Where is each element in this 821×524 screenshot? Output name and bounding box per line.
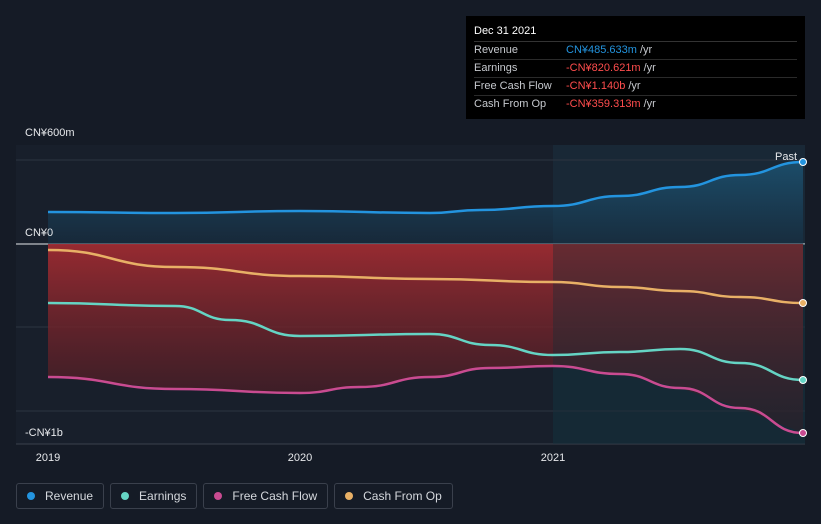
tooltip-label: Earnings — [474, 62, 518, 74]
tooltip-unit: /yr — [643, 98, 656, 110]
tooltip-value: -CN¥820.621m — [566, 62, 641, 74]
tooltip-unit: /yr — [643, 62, 656, 74]
legend-label: Revenue — [45, 489, 94, 503]
x-tick-label: 2020 — [288, 452, 312, 464]
y-tick-label: -CN¥1b — [25, 427, 63, 439]
x-tick-label: 2019 — [36, 452, 60, 464]
tooltip-unit: /yr — [639, 44, 653, 56]
legend-label: Cash From Op — [363, 489, 442, 503]
legend: Revenue Earnings Free Cash Flow Cash Fro… — [16, 483, 453, 509]
series-end-point-free-cash-flow — [799, 429, 807, 437]
tooltip-label: Free Cash Flow — [474, 80, 552, 92]
series-end-point-revenue — [799, 158, 807, 166]
tooltip-date: Dec 31 2021 — [474, 24, 797, 42]
tooltip-label: Cash From Op — [474, 98, 547, 110]
series-line-free-cash-flow — [47, 364, 804, 435]
tooltip-value: CN¥485.633m — [566, 44, 637, 56]
legend-item-cash-from-op[interactable]: Cash From Op — [334, 483, 453, 509]
past-label: Past — [775, 151, 797, 163]
tooltip-row: Free Cash Flow -CN¥1.140b /yr — [474, 78, 797, 96]
series-end-point-earnings — [799, 376, 807, 384]
legend-dot-icon — [27, 492, 35, 500]
tooltip-row: Cash From Op -CN¥359.313m /yr — [474, 96, 797, 113]
legend-item-free-cash-flow[interactable]: Free Cash Flow — [203, 483, 329, 509]
y-tick-label: CN¥600m — [25, 127, 75, 139]
x-tick-label: 2021 — [541, 452, 565, 464]
legend-dot-icon — [345, 492, 354, 500]
tooltip-label: Revenue — [474, 44, 519, 56]
legend-item-revenue[interactable]: Revenue — [16, 483, 105, 509]
series-line-cash-from-op — [47, 248, 804, 305]
y-tick-label: CN¥0 — [25, 227, 53, 239]
tooltip: Dec 31 2021 Revenue CN¥485.633m /yr Earn… — [466, 16, 805, 119]
series-line-revenue — [47, 160, 804, 215]
legend-item-earnings[interactable]: Earnings — [110, 483, 198, 509]
legend-dot-icon — [214, 492, 223, 500]
legend-label: Free Cash Flow — [232, 489, 318, 503]
legend-dot-icon — [121, 492, 130, 500]
series-end-point-cash-from-op — [799, 299, 807, 307]
tooltip-value: -CN¥359.313m — [566, 98, 641, 110]
past-overlay — [553, 244, 805, 444]
revenue-area — [48, 162, 803, 244]
tooltip-unit: /yr — [628, 80, 641, 92]
tooltip-value: -CN¥1.140b — [566, 80, 626, 92]
tooltip-row: Revenue CN¥485.633m /yr — [474, 42, 797, 60]
series-line-earnings — [47, 301, 804, 382]
legend-label: Earnings — [139, 489, 187, 503]
tooltip-row: Earnings -CN¥820.621m /yr — [474, 60, 797, 78]
negative-area — [48, 244, 803, 433]
